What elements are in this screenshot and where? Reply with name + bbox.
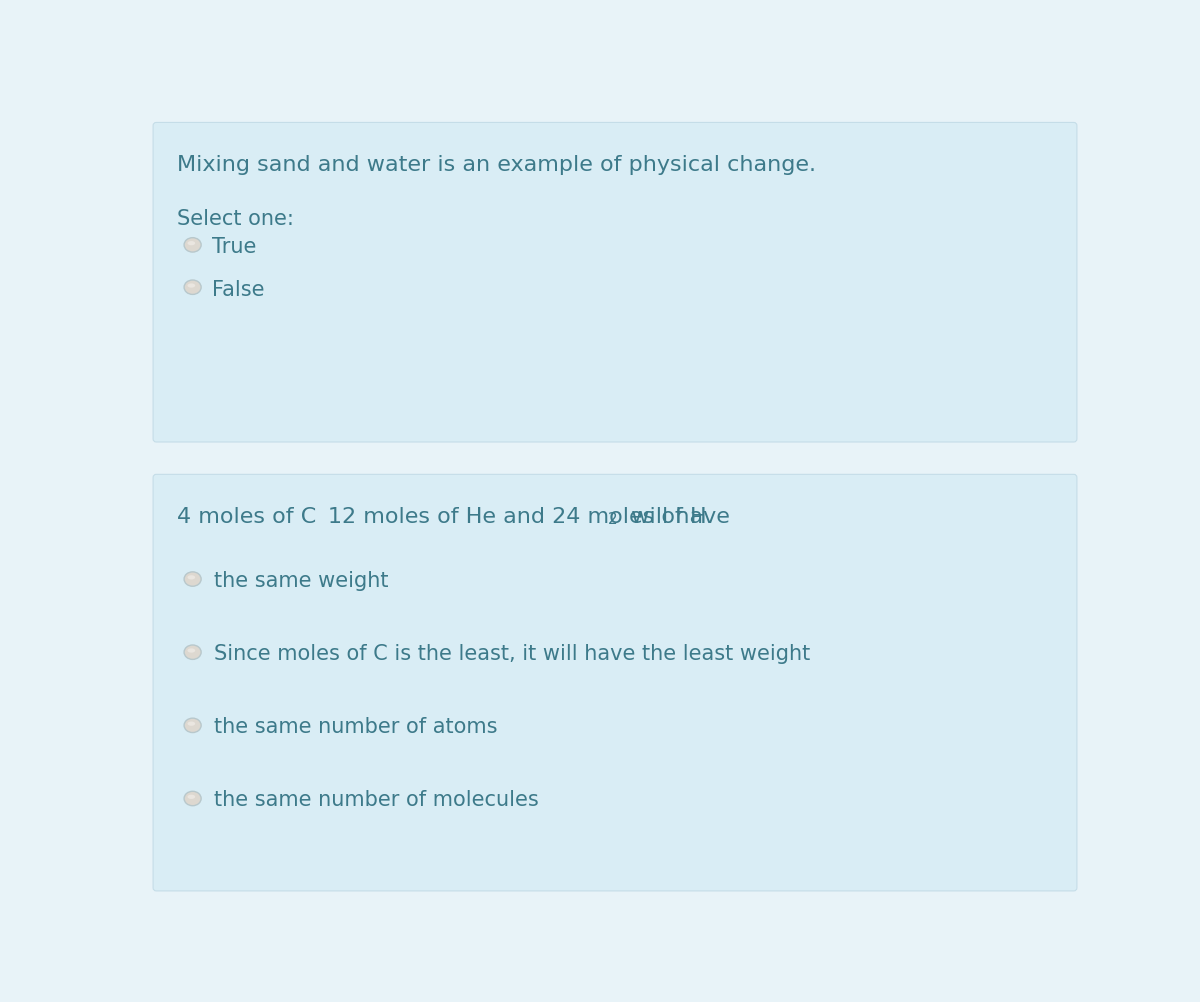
FancyBboxPatch shape — [154, 475, 1076, 891]
Ellipse shape — [187, 285, 196, 289]
Ellipse shape — [184, 572, 202, 586]
Ellipse shape — [184, 718, 202, 732]
Ellipse shape — [184, 792, 202, 806]
Text: 2: 2 — [608, 512, 618, 527]
FancyBboxPatch shape — [154, 123, 1076, 443]
Ellipse shape — [187, 648, 196, 653]
Text: Mixing sand and water is an example of physical change.: Mixing sand and water is an example of p… — [178, 155, 816, 174]
Text: Select one:: Select one: — [178, 208, 294, 228]
Ellipse shape — [184, 645, 202, 659]
Text: the same number of molecules: the same number of molecules — [214, 790, 539, 810]
Ellipse shape — [187, 241, 196, 246]
Text: False: False — [212, 280, 264, 300]
Ellipse shape — [184, 238, 202, 253]
Ellipse shape — [187, 721, 196, 726]
Text: the same number of atoms: the same number of atoms — [214, 716, 497, 736]
Text: 4 moles of C  12 moles of He and 24 moles of H: 4 moles of C 12 moles of He and 24 moles… — [178, 506, 707, 526]
Text: Since moles of C is the least, it will have the least weight: Since moles of C is the least, it will h… — [214, 643, 810, 663]
Text: will have: will have — [617, 506, 730, 526]
Ellipse shape — [184, 281, 202, 296]
Text: True: True — [212, 237, 257, 258]
Text: the same weight: the same weight — [214, 570, 388, 590]
Ellipse shape — [187, 795, 196, 800]
Ellipse shape — [187, 576, 196, 580]
